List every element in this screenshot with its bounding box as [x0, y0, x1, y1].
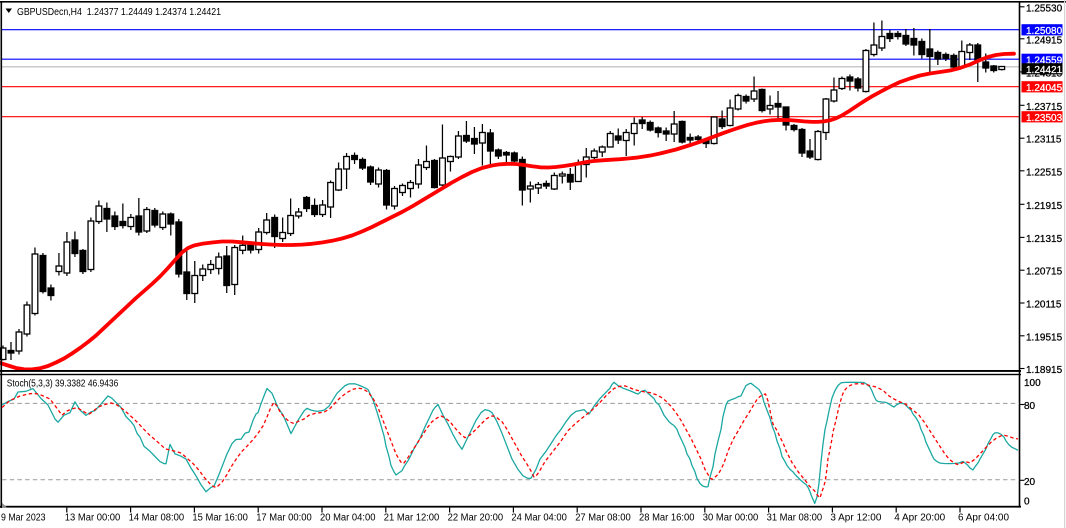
svg-text:21 Mar 12:00: 21 Mar 12:00 — [384, 513, 440, 524]
svg-text:28 Mar 16:00: 28 Mar 16:00 — [639, 513, 695, 524]
svg-text:100: 100 — [1024, 378, 1041, 389]
svg-text:1.24421: 1.24421 — [1026, 65, 1063, 76]
svg-text:15 Mar 16:00: 15 Mar 16:00 — [192, 513, 248, 524]
svg-text:1.21315: 1.21315 — [1026, 234, 1063, 245]
svg-text:1.20115: 1.20115 — [1026, 300, 1062, 311]
svg-text:14 Mar 08:00: 14 Mar 08:00 — [129, 513, 185, 524]
svg-text:1.24559: 1.24559 — [1026, 56, 1063, 67]
svg-text:1.23715: 1.23715 — [1026, 102, 1063, 113]
svg-text:3 Apr 12:00: 3 Apr 12:00 — [830, 513, 881, 524]
svg-text:1.21915: 1.21915 — [1026, 201, 1063, 212]
svg-text:20: 20 — [1024, 477, 1036, 488]
svg-text:13 Mar 00:00: 13 Mar 00:00 — [65, 513, 121, 524]
svg-text:17 Mar 00:00: 17 Mar 00:00 — [256, 513, 312, 524]
svg-text:4 Apr 20:00: 4 Apr 20:00 — [894, 513, 945, 524]
svg-text:GBPUSDecn,H4 1.24377 1.24449: GBPUSDecn,H4 1.24377 1.24449 1.24374 1.2… — [17, 7, 221, 18]
svg-text:30 Mar 00:00: 30 Mar 00:00 — [703, 513, 759, 524]
svg-text:1.20715: 1.20715 — [1026, 267, 1063, 278]
svg-text:27 Mar 08:00: 27 Mar 08:00 — [575, 513, 631, 524]
svg-text:1.23503: 1.23503 — [1026, 113, 1063, 124]
svg-text:24 Mar 04:00: 24 Mar 04:00 — [511, 513, 567, 524]
svg-text:20 Mar 04:00: 20 Mar 04:00 — [320, 513, 376, 524]
svg-text:6 Apr 04:00: 6 Apr 04:00 — [958, 513, 1009, 524]
svg-text:Stoch(5,3,3) 39.3382 46.9436: Stoch(5,3,3) 39.3382 46.9436 — [7, 379, 119, 390]
svg-text:22 Mar 20:00: 22 Mar 20:00 — [448, 513, 504, 524]
svg-text:1.24045: 1.24045 — [1026, 83, 1063, 94]
svg-text:1.18915: 1.18915 — [1026, 365, 1063, 376]
svg-text:1.25080: 1.25080 — [1026, 26, 1063, 37]
svg-text:9 Mar 2023: 9 Mar 2023 — [1, 513, 46, 524]
svg-text:1.19515: 1.19515 — [1026, 332, 1063, 343]
svg-text:31 Mar 08:00: 31 Mar 08:00 — [767, 513, 823, 524]
svg-text:80: 80 — [1024, 401, 1036, 412]
svg-text:1.23115: 1.23115 — [1026, 135, 1062, 146]
svg-text:1.24915: 1.24915 — [1026, 35, 1063, 46]
svg-text:1.25530: 1.25530 — [1026, 3, 1063, 14]
svg-text:1.22515: 1.22515 — [1026, 167, 1063, 178]
svg-text:0: 0 — [1024, 497, 1030, 508]
